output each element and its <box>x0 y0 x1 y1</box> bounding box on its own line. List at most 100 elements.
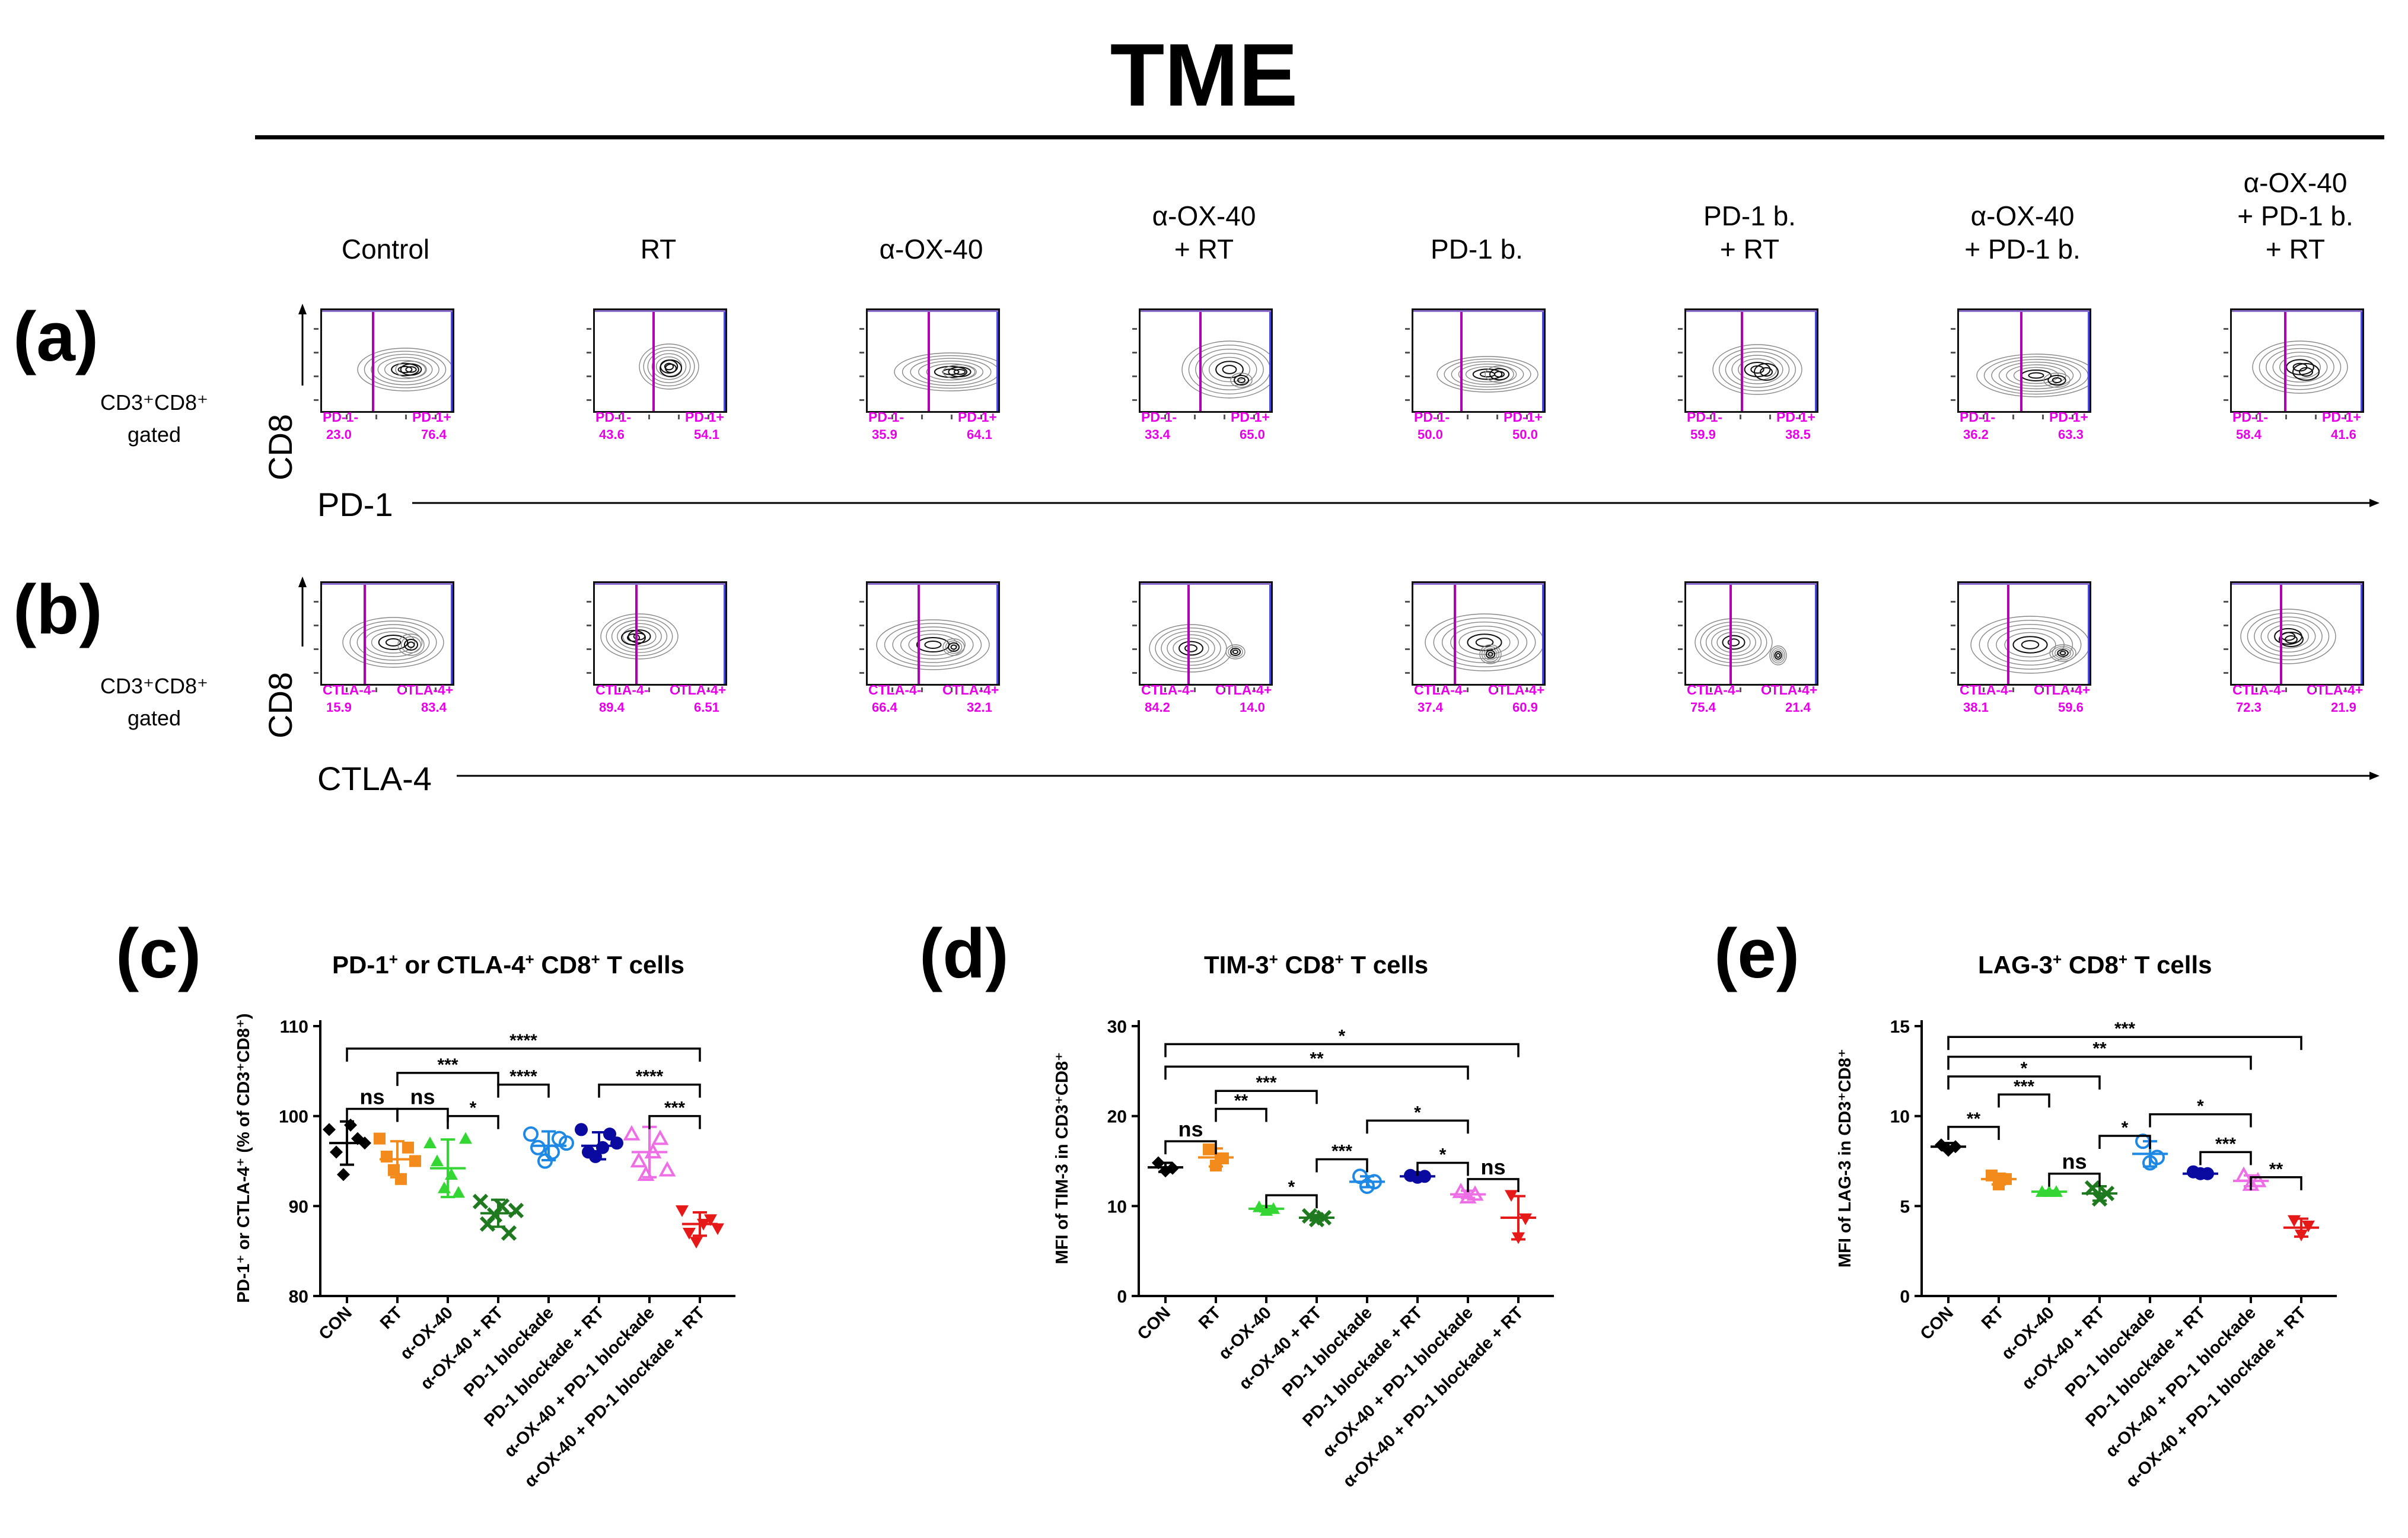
contour-ring <box>2279 355 2321 379</box>
axis-tick <box>859 352 864 354</box>
figure-title: TME <box>1110 25 1298 125</box>
panel_a-pos-label-0: PD-1+ <box>412 409 451 425</box>
panel_a-neg-value-5: 59.9 <box>1690 427 1716 442</box>
contour-ring <box>1467 633 1502 651</box>
gate-right-edge <box>996 583 998 684</box>
panel-e-point-7-1 <box>2295 1230 2308 1241</box>
panel_a-pos-label-2: PD-1+ <box>958 409 997 425</box>
panel_b-neg-label-5: CTLA-4- <box>1687 682 1740 698</box>
contour-plot <box>2252 340 2348 394</box>
axis-tick <box>1951 672 1955 674</box>
axis-tick <box>1526 415 1528 419</box>
contour-ring <box>1719 348 1796 391</box>
gate-divider <box>635 583 638 684</box>
axis-tick <box>1405 601 1410 603</box>
axis-tick <box>314 352 318 354</box>
axis-tick <box>1678 352 1683 354</box>
contour-ring <box>622 626 657 647</box>
panel_a-neg-value-2: 35.9 <box>872 427 897 442</box>
panel_b-pos-value-3: 14.0 <box>1240 700 1265 715</box>
group-label-4-line-0: PD-1 b. <box>1431 234 1523 265</box>
panel-d-bracket-1 <box>1215 1107 1267 1122</box>
contour-ring <box>2267 624 2309 649</box>
panel-d-point-3-2 <box>1316 1209 1332 1226</box>
axis-tick <box>2042 687 2044 692</box>
contour-ring <box>1494 371 1505 378</box>
panel-c-point-0-5 <box>358 1136 371 1150</box>
gate-top-edge <box>1686 310 1817 312</box>
contour-ring <box>1725 351 1790 388</box>
panel_a-neg-label-1: PD-1- <box>595 409 632 425</box>
group-label-3-line-0: α-OX-40 <box>1152 200 1256 231</box>
gate-right-edge <box>1269 583 1271 684</box>
panel-c-point-5-0 <box>575 1123 588 1136</box>
gate-right-edge <box>1815 310 1817 411</box>
contour-ring <box>1998 361 2074 390</box>
panel-c-point-1-2 <box>388 1164 400 1176</box>
contour-ring <box>397 365 413 374</box>
panel-a-gated-label: CD3⁺CD8⁺ gated <box>65 387 243 451</box>
gate-top-edge <box>2232 583 2362 585</box>
axis-tick <box>587 399 591 401</box>
gate-divider <box>918 583 920 684</box>
contour-ring <box>364 351 447 389</box>
gate-divider <box>1729 583 1732 684</box>
panel-c-point-6-1 <box>630 1152 648 1168</box>
axis-tick <box>346 415 348 419</box>
contour-ring <box>1483 648 1498 661</box>
axis-tick <box>619 415 620 419</box>
contour-ring <box>651 353 687 380</box>
panel-e-bracket-0 <box>1947 1126 2000 1140</box>
contour-ring <box>894 352 998 391</box>
panel_b-pos-value-6: 59.6 <box>2058 700 2084 715</box>
axis-tick <box>1983 687 1985 692</box>
gate-top-edge <box>868 583 998 585</box>
gate-right-edge <box>2361 583 2362 684</box>
contour-ring <box>395 361 427 378</box>
contour-ring <box>1772 649 1784 662</box>
contour-plot <box>639 343 699 390</box>
contour-ring <box>342 617 444 668</box>
gate-right-edge <box>451 583 453 684</box>
contour-ring <box>1161 631 1221 666</box>
panel-e-point-7-2 <box>2302 1220 2315 1233</box>
gate-right-edge <box>2088 310 2090 411</box>
contour-ring <box>1485 649 1496 659</box>
contour-ring <box>1230 648 1241 656</box>
panel-c-category-label-0: CON <box>316 1303 356 1343</box>
panel-d-point-7-1 <box>1512 1232 1525 1244</box>
panel-d-bracket-label-1: ** <box>1234 1091 1248 1111</box>
panel-d-point-4-0 <box>1352 1168 1368 1184</box>
panel_a-flow-plot-1 <box>587 308 727 419</box>
panel-c-point-1-1 <box>381 1150 393 1163</box>
contour-ring <box>2259 344 2342 390</box>
panel-d-bracket-label-9: * <box>1339 1026 1346 1046</box>
panel_b-flow-plot-2 <box>859 581 1000 692</box>
contour-ring <box>2252 340 2348 394</box>
panel-c-bracket-label-1: ns <box>410 1085 435 1109</box>
panel-c-point-6-4 <box>651 1129 669 1145</box>
panel-c-point-0-0 <box>323 1123 336 1136</box>
panel-c-bracket-6 <box>648 1115 701 1129</box>
panel_a-neg-value-6: 36.2 <box>1963 427 1989 442</box>
contour-ring <box>2260 620 2316 652</box>
gate-right-edge <box>1542 310 1544 411</box>
panel-e-point-7-0 <box>2288 1215 2301 1227</box>
panel_a-pos-label-1: PD-1+ <box>685 409 724 425</box>
contour-ring <box>900 630 966 660</box>
panel-c-point-6-5 <box>658 1161 676 1177</box>
axis-tick <box>708 687 709 692</box>
panel-a-letter: (a) <box>13 298 99 376</box>
panel-c-point-3-0 <box>472 1193 489 1209</box>
axis-tick <box>1740 687 1741 692</box>
contour-ring <box>2266 348 2334 387</box>
panel-c-point-4-1 <box>530 1139 546 1155</box>
panel_a-flow-plot-7 <box>2224 308 2364 419</box>
contour-ring <box>1760 367 1773 377</box>
panel-e-bracket-7 <box>1947 1075 2101 1090</box>
panel-b-x-axis-label: CTLA-4 <box>317 760 432 797</box>
axis-tick <box>1132 352 1137 354</box>
panel-d-point-1-2 <box>1217 1152 1229 1164</box>
panel_b-flow-plot-0 <box>314 581 454 692</box>
panel_b-pos-label-5: CTLA-4+ <box>1761 682 1818 698</box>
